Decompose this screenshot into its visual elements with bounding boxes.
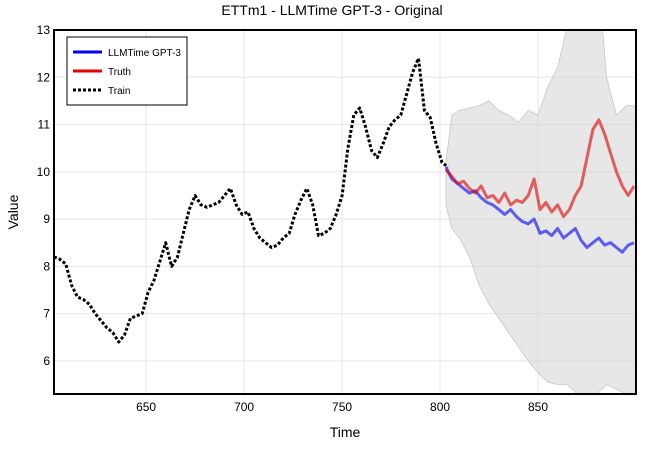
x-tick-label: 800: [430, 400, 450, 414]
y-tick-label: 8: [43, 259, 50, 273]
x-tick-label: 850: [528, 400, 548, 414]
uncertainty-band-layer: [445, 30, 636, 394]
legend-label-train: Train: [108, 86, 130, 97]
y-tick-label: 11: [38, 118, 51, 132]
y-tick-label: 10: [37, 165, 51, 179]
legend-label-truth: Truth: [108, 67, 131, 78]
series-layer: [54, 56, 636, 344]
series-line-truth: [444, 118, 636, 219]
series-line-train: [54, 56, 449, 344]
x-tick-label: 750: [332, 400, 352, 414]
x-axis-label: Time: [330, 424, 361, 440]
x-tick-label: 650: [136, 400, 156, 414]
y-axis-label: Value: [5, 194, 21, 229]
x-tick-label: 700: [234, 400, 254, 414]
y-tick-label: 13: [37, 23, 51, 37]
x-ticks: 650 700 750 800 850: [136, 400, 548, 414]
y-tick-label: 7: [43, 307, 50, 321]
y-tick-label: 6: [43, 354, 50, 368]
legend-label-llmtime: LLMTime GPT-3: [108, 48, 181, 59]
legend: LLMTime GPT-3 Truth Train: [66, 36, 188, 106]
y-tick-label: 9: [43, 212, 50, 226]
y-tick-label: 12: [37, 70, 51, 84]
y-ticks: 6 7 8 9 10 11 12 13: [37, 23, 51, 368]
plot-frame: [53, 29, 637, 395]
chart-title: ETTm1 - LLMTime GPT-3 - Original: [221, 2, 442, 18]
uncertainty-band: [445, 30, 636, 394]
